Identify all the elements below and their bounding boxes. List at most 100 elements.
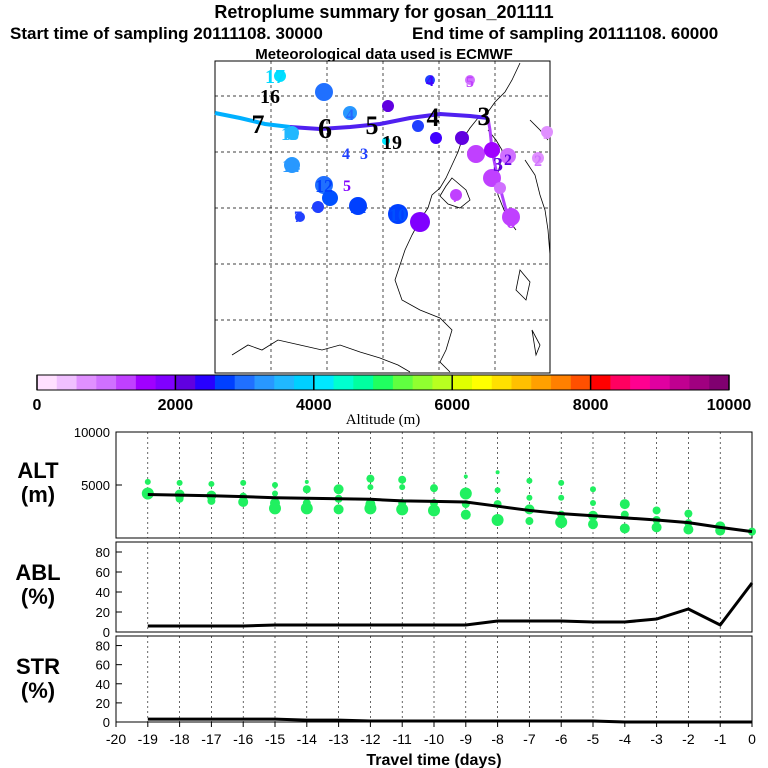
- colorbar-swatch: [76, 375, 97, 390]
- colorbar-swatch: [96, 375, 117, 390]
- trajectory-day-label: 9: [415, 213, 425, 235]
- x-tick-label: -1: [714, 731, 727, 747]
- str-panel-frame: [115, 635, 753, 723]
- plume-dot: [483, 169, 501, 187]
- colorbar-swatch: [452, 375, 473, 390]
- alt-scatter-point: [300, 502, 313, 515]
- x-tick-label: -17: [201, 731, 221, 747]
- plume-dot: [532, 152, 544, 164]
- alt-scatter-point: [526, 477, 533, 484]
- abl-ytick-label: 20: [96, 605, 110, 620]
- colorbar-swatch: [531, 375, 552, 390]
- str-ytick-label: 40: [96, 677, 110, 692]
- trajectory-day-label: 3: [493, 154, 503, 176]
- trajectory-path: [214, 111, 291, 129]
- colorbar-swatch: [511, 375, 532, 390]
- colorbar-swatch: [333, 375, 354, 390]
- colorbar-swatch: [313, 375, 335, 390]
- alt-scatter-point: [558, 479, 565, 486]
- alt-scatter-point: [269, 502, 281, 515]
- colorbar-swatch: [491, 375, 513, 390]
- plume-dot: [425, 75, 435, 85]
- plume-dot: [382, 137, 390, 145]
- alt-scatter-point: [272, 482, 278, 488]
- colorbar-swatch: [570, 375, 592, 390]
- x-tick-label: -4: [619, 731, 632, 747]
- alt-scatter-point: [683, 524, 694, 535]
- alt-scatter-point: [302, 485, 311, 494]
- x-tick-label: -11: [393, 731, 412, 747]
- colorbar-swatch: [135, 375, 157, 390]
- plume-dot: [315, 176, 333, 194]
- plume-dot: [502, 208, 520, 226]
- coastline-south: [231, 339, 411, 373]
- coastline-east-china: [394, 62, 521, 373]
- colorbar-tick-label: 6000: [434, 397, 470, 414]
- alt-scatter-point: [304, 479, 309, 484]
- colorbar-swatch: [294, 375, 315, 390]
- x-tick-label: -3: [650, 731, 663, 747]
- alt-ytick-label: 5000: [81, 478, 110, 493]
- trajectory-day-label: 3: [478, 102, 491, 131]
- chart-title: Retroplume summary for gosan_201111: [214, 2, 554, 22]
- colorbar-tick-label: 2000: [158, 397, 194, 414]
- str-axis-label: STR: [16, 654, 60, 679]
- colorbar-swatch: [630, 375, 651, 390]
- trajectory-day-label: 6: [318, 114, 332, 145]
- colorbar-swatch: [234, 375, 255, 390]
- str-ytick-label: 0: [103, 715, 110, 730]
- trajectory-day-label: 19: [382, 132, 402, 154]
- alt-scatter-point: [208, 480, 215, 487]
- plume-dot: [500, 148, 516, 164]
- colorbar-swatch: [471, 375, 493, 390]
- alt-scatter-point: [491, 513, 504, 526]
- alt-scatter-point: [494, 487, 501, 494]
- plume-dot: [541, 126, 553, 138]
- colorbar-swatch: [392, 375, 414, 390]
- end-time-label: End time of sampling 20111108. 60000: [412, 24, 719, 43]
- abl-ytick-label: 0: [103, 625, 110, 640]
- plume-dot: [388, 204, 408, 224]
- plume-dot: [274, 70, 286, 82]
- trajectory-day-label: 4: [426, 73, 434, 90]
- x-axis-title: Travel time (days): [366, 752, 501, 768]
- colorbar-swatch: [274, 375, 295, 390]
- colorbar-tick-label: 4000: [296, 397, 332, 414]
- alt-scatter-point: [399, 484, 406, 491]
- colorbar-swatch: [175, 375, 196, 390]
- trajectory-day-label: 14: [282, 156, 300, 176]
- trajectory-day-label: 17: [265, 66, 285, 88]
- plume-dot: [343, 106, 357, 120]
- alt-scatter-point: [367, 484, 374, 491]
- str-ytick-label: 60: [96, 658, 110, 673]
- trajectory-day-label: 5: [343, 178, 351, 195]
- trajectory-day-label: 6: [314, 200, 322, 217]
- alt-scatter-point: [525, 517, 534, 526]
- trajectory-day-label: 7: [452, 189, 460, 206]
- alt-scatter-point: [619, 523, 630, 534]
- str-ytick-label: 20: [96, 696, 110, 711]
- x-tick-label: -13: [328, 731, 348, 747]
- plume-dot: [450, 189, 462, 201]
- colorbar-swatch: [649, 375, 671, 390]
- colorbar-swatch: [709, 375, 730, 390]
- colorbar-tick-label: 8000: [573, 397, 609, 414]
- bohai-bay: [439, 177, 471, 209]
- colorbar-swatch: [610, 375, 631, 390]
- alt-scatter-point: [366, 474, 375, 483]
- colorbar-swatch: [353, 375, 374, 390]
- plume-dot: [410, 212, 430, 232]
- plume-dot: [382, 100, 394, 112]
- x-tick-label: -20: [106, 731, 126, 747]
- alt-scatter-point: [684, 509, 693, 518]
- colorbar-swatch: [56, 375, 78, 390]
- alt-scatter-point: [590, 486, 596, 493]
- x-tick-label: -18: [169, 731, 189, 747]
- trajectory-day-label: 0: [506, 211, 516, 233]
- trajectory-day-label: 1: [488, 169, 497, 189]
- colorbar-swatch: [254, 375, 275, 390]
